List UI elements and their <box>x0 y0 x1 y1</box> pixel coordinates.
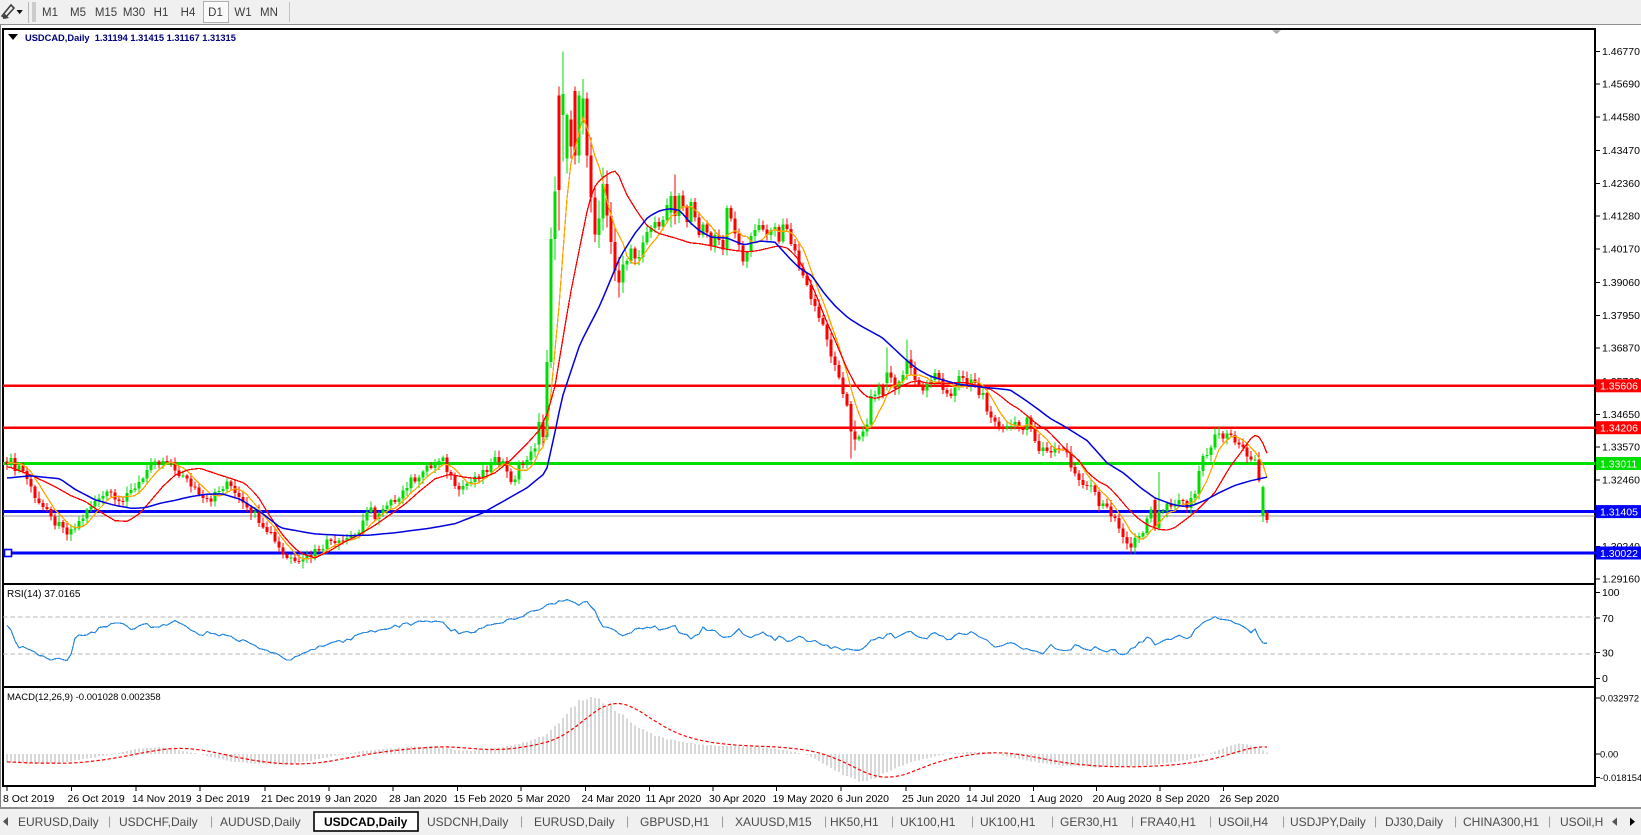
svg-text:|: | <box>1548 814 1551 828</box>
svg-text:USDCNH,Daily: USDCNH,Daily <box>427 815 508 829</box>
svg-text:1.29160: 1.29160 <box>1602 573 1640 585</box>
svg-text:|: | <box>1131 814 1134 828</box>
svg-text:|: | <box>971 814 974 828</box>
svg-text:|: | <box>721 814 724 828</box>
svg-text:USDCAD,Daily: USDCAD,Daily <box>324 815 408 829</box>
svg-text:8 Sep 2020: 8 Sep 2020 <box>1156 793 1210 805</box>
svg-text:1.33570: 1.33570 <box>1602 441 1640 453</box>
svg-text:1 Aug 2020: 1 Aug 2020 <box>1030 793 1083 805</box>
svg-text:28 Jan 2020: 28 Jan 2020 <box>389 793 447 805</box>
svg-text:1.33011: 1.33011 <box>1600 458 1637 470</box>
svg-text:1.35606: 1.35606 <box>1600 381 1638 393</box>
svg-text:1.41280: 1.41280 <box>1602 211 1640 223</box>
svg-text:9 Jan 2020: 9 Jan 2020 <box>325 793 377 805</box>
svg-text:M15: M15 <box>95 7 117 19</box>
svg-text:UK100,H1: UK100,H1 <box>980 815 1036 829</box>
svg-text:1.30022: 1.30022 <box>1600 548 1638 560</box>
svg-text:MACD(12,26,9) -0.001028 0.0023: MACD(12,26,9) -0.001028 0.002358 <box>7 692 161 703</box>
svg-text:CHINA300,H1: CHINA300,H1 <box>1463 815 1539 829</box>
svg-text:USDCHF,Daily: USDCHF,Daily <box>119 815 198 829</box>
svg-text:|: | <box>520 814 523 828</box>
svg-text:26 Oct 2019: 26 Oct 2019 <box>68 793 125 805</box>
svg-text:1.32460: 1.32460 <box>1602 475 1640 487</box>
svg-text:|: | <box>1209 814 1212 828</box>
svg-text:1.34650: 1.34650 <box>1602 409 1640 421</box>
svg-text:0.00: 0.00 <box>1600 748 1618 759</box>
svg-text:|: | <box>210 814 213 828</box>
svg-text:1.42360: 1.42360 <box>1602 178 1640 190</box>
svg-text:100: 100 <box>1602 587 1620 599</box>
svg-text:|: | <box>891 814 894 828</box>
svg-text:6 Jun 2020: 6 Jun 2020 <box>837 793 889 805</box>
svg-text:|: | <box>108 814 111 828</box>
svg-text:EURUSD,Daily: EURUSD,Daily <box>534 815 615 829</box>
svg-text:D1: D1 <box>208 7 223 19</box>
svg-text:21 Dec 2019: 21 Dec 2019 <box>261 793 321 805</box>
svg-text:30: 30 <box>1602 647 1614 659</box>
svg-text:MN: MN <box>260 7 278 19</box>
svg-text:DJ30,Daily: DJ30,Daily <box>1385 815 1443 829</box>
svg-text:EURUSD,Daily: EURUSD,Daily <box>18 815 99 829</box>
svg-text:14 Jul 2020: 14 Jul 2020 <box>966 793 1020 805</box>
svg-text:XAUUSD,M15: XAUUSD,M15 <box>735 815 812 829</box>
svg-text:H4: H4 <box>181 7 196 19</box>
svg-text:M1: M1 <box>42 7 58 19</box>
svg-text:20 Aug 2020: 20 Aug 2020 <box>1093 793 1152 805</box>
svg-text:RSI(14) 37.0165: RSI(14) 37.0165 <box>7 589 81 600</box>
svg-text:FRA40,H1: FRA40,H1 <box>1140 815 1196 829</box>
svg-text:|: | <box>1374 814 1377 828</box>
svg-text:1.44580: 1.44580 <box>1602 112 1640 124</box>
svg-text:1.34206: 1.34206 <box>1600 423 1638 435</box>
svg-text:W1: W1 <box>234 7 251 19</box>
svg-text:1.36870: 1.36870 <box>1602 343 1640 355</box>
svg-text:8 Oct 2019: 8 Oct 2019 <box>3 793 55 805</box>
svg-text:1.37950: 1.37950 <box>1602 310 1640 322</box>
svg-text:3 Dec 2019: 3 Dec 2019 <box>196 793 250 805</box>
svg-text:M5: M5 <box>70 7 86 19</box>
svg-text:USDCAD,Daily 1.31194 1.31415: USDCAD,Daily 1.31194 1.31415 1.31167 1.3… <box>25 33 236 43</box>
svg-text:M30: M30 <box>123 7 145 19</box>
svg-text:1.39060: 1.39060 <box>1602 277 1640 289</box>
svg-text:15 Feb 2020: 15 Feb 2020 <box>454 793 513 805</box>
svg-text:19 May 2020: 19 May 2020 <box>773 793 834 805</box>
svg-text:USDJPY,Daily: USDJPY,Daily <box>1290 815 1366 829</box>
svg-text:25 Jun 2020: 25 Jun 2020 <box>902 793 960 805</box>
svg-text:14 Nov 2019: 14 Nov 2019 <box>132 793 192 805</box>
svg-text:5 Mar 2020: 5 Mar 2020 <box>517 793 570 805</box>
svg-text:USOil,H4: USOil,H4 <box>1218 815 1268 829</box>
svg-text:30 Apr 2020: 30 Apr 2020 <box>709 793 766 805</box>
svg-text:1.43470: 1.43470 <box>1602 145 1640 157</box>
svg-text:70: 70 <box>1602 613 1614 625</box>
svg-text:0: 0 <box>1602 673 1608 685</box>
svg-text:|: | <box>626 814 629 828</box>
svg-text:26 Sep 2020: 26 Sep 2020 <box>1220 793 1280 805</box>
svg-text:HK50,H1: HK50,H1 <box>830 815 879 829</box>
svg-text:1.45690: 1.45690 <box>1602 78 1640 90</box>
svg-text:|: | <box>824 814 827 828</box>
svg-text:UK100,H1: UK100,H1 <box>900 815 956 829</box>
svg-text:-0.018154: -0.018154 <box>1600 772 1641 783</box>
svg-text:H1: H1 <box>154 7 169 19</box>
svg-text:|: | <box>1282 814 1285 828</box>
svg-text:24 Mar 2020: 24 Mar 2020 <box>582 793 641 805</box>
svg-text:|: | <box>1051 814 1054 828</box>
svg-text:USOil,H: USOil,H <box>1560 815 1603 829</box>
svg-text:1.40170: 1.40170 <box>1602 244 1640 256</box>
svg-text:|: | <box>1454 814 1457 828</box>
svg-text:0.032972: 0.032972 <box>1600 692 1639 703</box>
svg-text:AUDUSD,Daily: AUDUSD,Daily <box>220 815 301 829</box>
svg-text:GBPUSD,H1: GBPUSD,H1 <box>640 815 710 829</box>
svg-text:GER30,H1: GER30,H1 <box>1060 815 1118 829</box>
svg-text:1.31405: 1.31405 <box>1600 506 1638 518</box>
svg-text:1.46770: 1.46770 <box>1602 46 1640 58</box>
svg-text:11 Apr 2020: 11 Apr 2020 <box>646 793 702 805</box>
